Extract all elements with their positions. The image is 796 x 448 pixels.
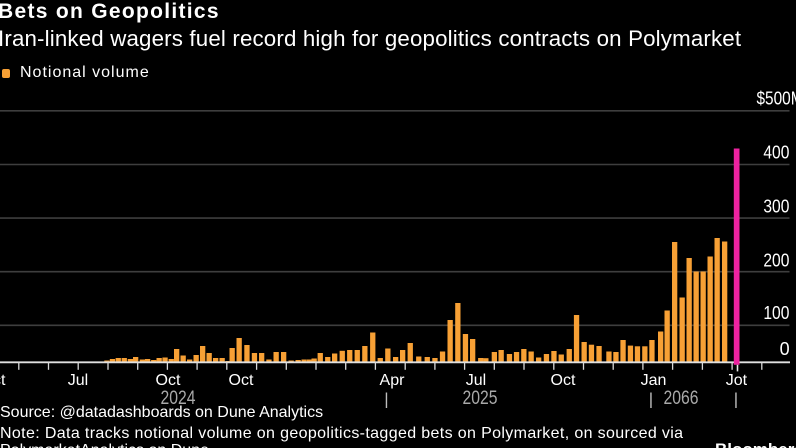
svg-text:2024: 2024 <box>161 388 196 409</box>
svg-text:Apr: Apr <box>380 372 406 389</box>
svg-text:Jul: Jul <box>68 372 88 389</box>
svg-text:Jan: Jan <box>641 372 667 389</box>
svg-text:400: 400 <box>763 142 789 162</box>
svg-text:0: 0 <box>780 339 790 359</box>
svg-text:300: 300 <box>763 197 789 217</box>
svg-text:|: | <box>734 390 738 409</box>
svg-text:|: | <box>649 390 653 409</box>
svg-text:2025: 2025 <box>463 388 498 409</box>
svg-text:Oct: Oct <box>156 372 181 389</box>
svg-text:|: | <box>384 390 388 409</box>
svg-text:Jul: Jul <box>466 372 486 389</box>
svg-text:Jot: Jot <box>726 372 748 389</box>
svg-text:Oct: Oct <box>551 372 576 389</box>
svg-text:Oct: Oct <box>0 372 6 389</box>
svg-text:200: 200 <box>763 251 789 271</box>
svg-text:$500M: $500M <box>757 88 796 108</box>
svg-text:2066: 2066 <box>664 388 699 409</box>
svg-text:Oct: Oct <box>229 372 254 389</box>
svg-text:100: 100 <box>763 303 789 323</box>
